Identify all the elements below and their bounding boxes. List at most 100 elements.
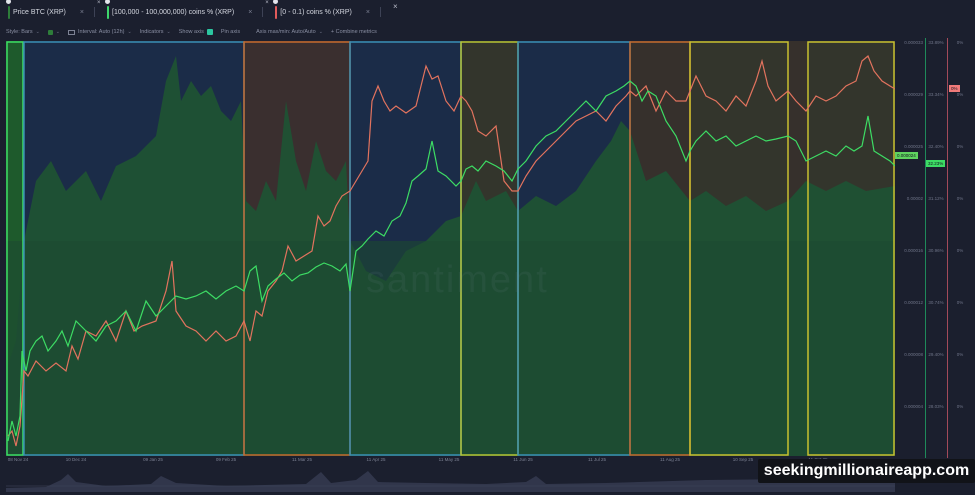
axis-small-tick: 0% — [956, 300, 964, 305]
interval-label: Interval: Auto (12h) — [78, 29, 125, 35]
axis-row: 0.000029 33.34% 0% — [895, 92, 975, 97]
indicators-label: Indicators — [139, 29, 164, 35]
divider — [262, 7, 264, 17]
axis-small-tick: 0% — [956, 40, 964, 45]
axis-row: 0.000008 29.40% 0% — [895, 352, 975, 357]
pin-axis-toggle[interactable]: Pin axis — [221, 29, 240, 35]
x-tick: 11 Mar 25 — [292, 457, 312, 462]
large-holders-line — [7, 80, 895, 442]
pin-axis-label: Pin axis — [220, 29, 241, 35]
axis-price-tick: 0.000025 — [904, 144, 923, 149]
band-border-green — [6, 41, 24, 456]
close-icon[interactable]: × — [248, 8, 253, 16]
santiment-watermark: santiment — [366, 259, 549, 301]
axis-line-large-holders — [925, 38, 926, 458]
show-axis-toggle[interactable]: Show axis — [179, 29, 213, 35]
divider — [94, 7, 95, 17]
right-axes: 0.000033 33.89% 0% 0.000029 33.34% 0% 0.… — [895, 38, 975, 458]
metric-tab-small-holders[interactable]: × [0 - 0.1) coins % (XRP) × — [265, 0, 387, 21]
chevron-down-icon: ⌄ — [35, 29, 40, 35]
axis-row: 0.000016 30.96% 0% — [895, 248, 975, 253]
color-swatch-icon — [47, 29, 53, 35]
axis-price-tick: 0.00002 — [906, 196, 923, 201]
current-price-label: 0.000024 — [895, 152, 918, 159]
color-dropdown[interactable]: ⌄ — [47, 29, 60, 35]
band-border-yellow — [807, 41, 895, 456]
axis-price-tick: 0.000004 — [904, 404, 923, 409]
current-small-holders-label: 0% — [949, 85, 960, 92]
small-holders-line — [7, 55, 895, 447]
axis-small-tick: 0% — [956, 248, 964, 253]
x-tick: 10 Sep 25 — [732, 457, 754, 462]
metric-tab-label: Price BTC (XRP) — [13, 8, 66, 16]
pin-icon[interactable] — [273, 0, 279, 4]
close-icon[interactable]: × — [365, 8, 370, 16]
axis-large-tick: 30.74% — [928, 300, 944, 305]
axis-price-tick: 0.000033 — [904, 40, 923, 45]
axis-price-tick: 0.000016 — [904, 248, 923, 253]
close-icon[interactable]: × — [265, 0, 269, 6]
x-tick: 10 Dec 24 — [65, 457, 87, 462]
band-border-yellow — [689, 41, 789, 456]
x-axis: 08 Nov 24 10 Dec 24 09 Jan 25 09 Feb 25 … — [6, 457, 895, 465]
chevron-down-icon: ⌄ — [166, 29, 171, 35]
site-watermark-badge: seekingmillionaireapp.com — [758, 459, 975, 483]
axis-price-tick: 0.000012 — [904, 300, 923, 305]
x-tick: 11 Jul 25 — [588, 457, 606, 462]
style-label: Style: Bars — [6, 29, 33, 35]
indicators-dropdown[interactable]: Indicators ⌄ — [140, 29, 171, 35]
metric-tab-price[interactable]: Price BTC (XRP) × — [4, 0, 101, 21]
axis-row: 0.000004 28.03% 0% — [895, 404, 975, 409]
metric-tab-label: [100,000 - 100,000,000) coins % (XRP) — [112, 8, 235, 16]
close-all-icon[interactable]: × — [392, 1, 398, 11]
interval-icon — [68, 29, 75, 35]
current-large-holders-label: 32.23% — [926, 160, 946, 167]
pin-icon[interactable] — [6, 0, 11, 4]
x-tick: 11 Apr 25 — [366, 457, 386, 462]
metric-color-swatch — [107, 5, 109, 19]
x-tick: 11 Jun 25 — [513, 457, 533, 462]
x-tick: 09 Feb 25 — [215, 457, 237, 462]
axis-price-tick: 0.000029 — [904, 92, 923, 97]
axis-large-tick: 30.96% — [928, 248, 944, 253]
chevron-down-icon: ⌄ — [55, 29, 60, 35]
axis-line-small-holders — [947, 38, 948, 458]
x-tick: 09 Jan 25 — [143, 457, 163, 462]
combine-metrics-label: + Combine metrics — [330, 29, 377, 35]
axis-small-tick: 0% — [956, 144, 964, 149]
price-bars-base — [6, 241, 895, 456]
metric-tab-label: [0 - 0.1) coins % (XRP) — [280, 8, 352, 16]
axis-row: 0.000025 32.40% 0% — [895, 144, 975, 149]
interval-dropdown[interactable]: Interval: Auto (12h) ⌄ — [68, 29, 132, 35]
axis-minmax-label: Axis max/min: Auto/Auto — [256, 29, 316, 35]
axis-small-tick: 0% — [956, 92, 964, 97]
chart-plot — [6, 41, 895, 456]
range-navigator[interactable] — [6, 466, 895, 492]
close-icon[interactable]: × — [97, 0, 101, 6]
pin-icon[interactable] — [105, 0, 110, 4]
metric-tab-large-holders[interactable]: × [100,000 - 100,000,000) coins % (XRP) … — [97, 0, 269, 21]
checkbox-checked-icon[interactable] — [206, 29, 213, 35]
chart-toolbar: Style: Bars ⌄ ⌄ Interval: Auto (12h) ⌄ I… — [0, 25, 975, 39]
combine-metrics-button[interactable]: + Combine metrics — [331, 29, 377, 35]
navigator-sparkline — [6, 471, 895, 492]
metric-color-swatch — [8, 5, 10, 19]
axis-price-tick: 0.000008 — [904, 352, 923, 357]
close-icon[interactable]: × — [79, 8, 84, 16]
axis-large-tick: 31.12% — [928, 196, 944, 201]
axis-large-tick: 29.40% — [928, 352, 944, 357]
axis-small-tick: 0% — [956, 352, 964, 357]
x-tick: 11 Aug 25 — [660, 457, 680, 462]
axis-small-tick: 0% — [956, 196, 964, 201]
axis-large-tick: 33.89% — [928, 40, 944, 45]
style-dropdown[interactable]: Style: Bars ⌄ — [6, 29, 40, 35]
axis-row: 0.000033 33.89% 0% — [895, 40, 975, 45]
chevron-down-icon: ⌄ — [318, 29, 323, 35]
axis-large-tick: 33.34% — [928, 92, 944, 97]
axis-minmax-dropdown[interactable]: Axis max/min: Auto/Auto ⌄ — [256, 29, 323, 35]
metric-bar: Price BTC (XRP) × × [100,000 - 100,000,0… — [0, 0, 975, 24]
chart-canvas[interactable]: santiment — [6, 41, 895, 456]
show-axis-label: Show axis — [178, 29, 204, 35]
chevron-down-icon: ⌄ — [127, 29, 132, 35]
axis-row: 0.000012 30.74% 0% — [895, 300, 975, 305]
